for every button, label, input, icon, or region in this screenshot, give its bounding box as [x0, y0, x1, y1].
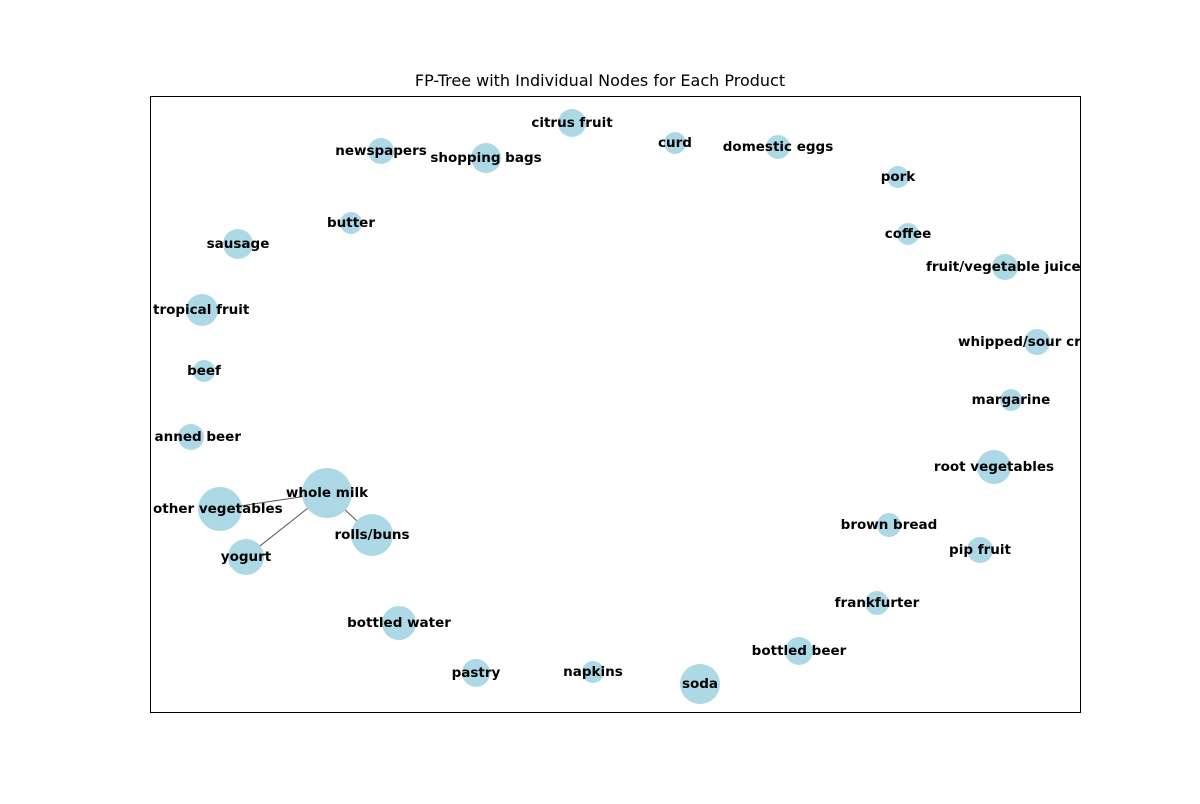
node-bottled-water [382, 606, 416, 640]
node-label-pastry: pastry [452, 665, 501, 681]
node-label-pip-fruit: pip fruit [949, 542, 1011, 558]
node-yogurt [228, 539, 264, 575]
node-label-canned-beer: anned beer [155, 429, 242, 445]
node-label-other-vegetables: other vegetables [153, 501, 283, 517]
node-curd [664, 132, 686, 154]
node-label-citrus-fruit: citrus fruit [531, 115, 613, 131]
node-label-yogurt: yogurt [221, 549, 272, 565]
node-label-napkins: napkins [563, 664, 623, 680]
node-label-newspapers: newspapers [335, 143, 427, 159]
node-pastry [462, 659, 490, 687]
node-label-curd: curd [658, 135, 692, 151]
node-label-bottled-water: bottled water [347, 615, 451, 631]
node-frankfurter [865, 591, 889, 615]
node-label-soda: soda [682, 676, 718, 692]
node-coffee [897, 223, 919, 245]
node-label-tropical-fruit: tropical fruit [153, 302, 250, 318]
node-label-whole-milk: whole milk [286, 485, 369, 501]
node-napkins [582, 661, 604, 683]
node-label-domestic-eggs: domestic eggs [723, 139, 834, 155]
node-bottled-beer [785, 637, 813, 665]
node-whole-milk [302, 468, 352, 518]
node-root-vegetables [977, 450, 1011, 484]
node-layer [178, 109, 1050, 704]
node-label-shopping-bags: shopping bags [430, 150, 541, 166]
node-label-pork: pork [881, 169, 917, 185]
node-label-butter: butter [327, 215, 375, 231]
node-shopping-bags [471, 143, 501, 173]
node-label-beef: beef [187, 363, 221, 379]
node-label-margarine: margarine [972, 392, 1051, 408]
node-pork [887, 166, 909, 188]
node-soda [680, 664, 720, 704]
node-rolls-buns [351, 514, 393, 556]
node-domestic-eggs [766, 135, 790, 159]
node-label-root-vegetables: root vegetables [934, 459, 1054, 475]
node-newspapers [368, 138, 394, 164]
node-margarine [1000, 389, 1022, 411]
node-whipped-sour-cream [1024, 329, 1050, 355]
node-label-brown-bread: brown bread [841, 517, 938, 533]
node-citrus-fruit [558, 109, 586, 137]
node-label-sausage: sausage [207, 236, 270, 252]
node-other-vegetables [198, 487, 242, 531]
node-brown-bread [877, 513, 901, 537]
node-pip-fruit [967, 537, 993, 563]
node-label-fruit-vegetable-juice: fruit/vegetable juice [926, 259, 1081, 275]
node-tropical-fruit [186, 294, 218, 326]
node-sausage [223, 229, 253, 259]
node-butter [340, 212, 362, 234]
node-fruit-vegetable-juice [992, 254, 1018, 280]
node-canned-beer [178, 424, 204, 450]
node-label-bottled-beer: bottled beer [752, 643, 847, 659]
axes-frame [150, 96, 1081, 713]
node-label-rolls-buns: rolls/buns [334, 527, 409, 543]
chart-title: FP-Tree with Individual Nodes for Each P… [414, 71, 786, 90]
node-label-frankfurter: frankfurter [835, 595, 920, 611]
node-label-whipped-sour-cream: whipped/sour cr [958, 334, 1081, 350]
node-beef [193, 360, 215, 382]
node-label-coffee: coffee [885, 226, 932, 242]
